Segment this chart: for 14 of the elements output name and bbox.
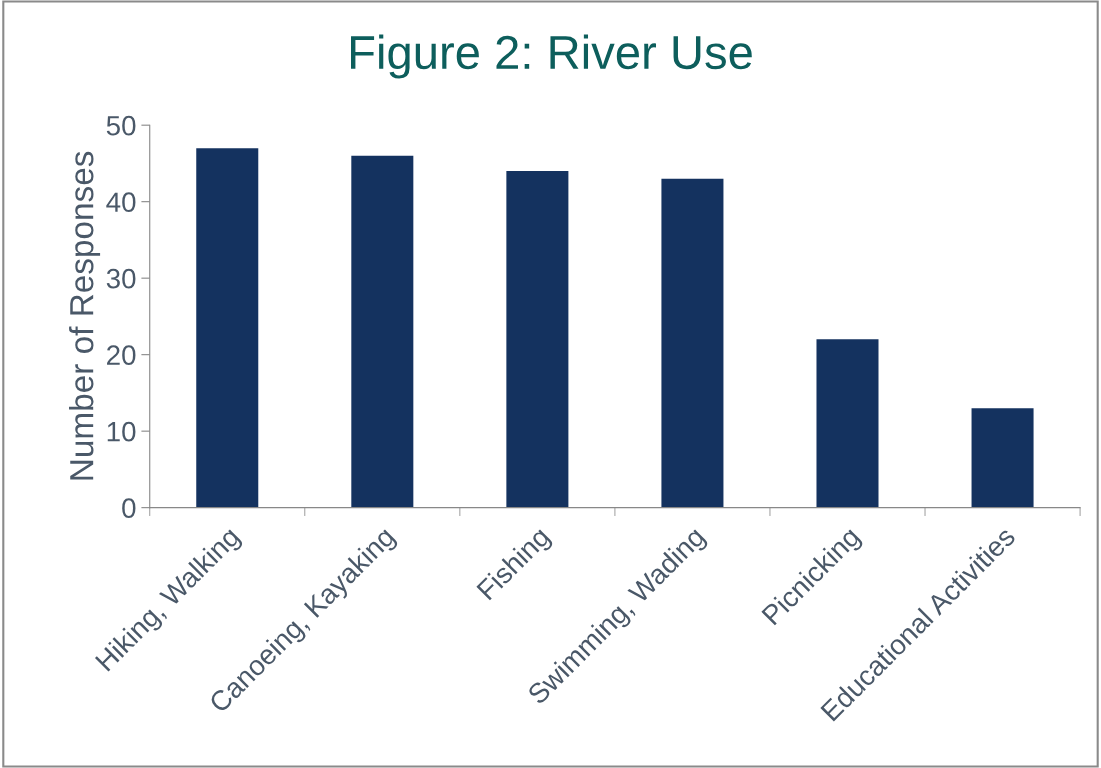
y-tick-label: 20 <box>107 345 136 365</box>
bar <box>661 178 724 508</box>
y-tick-label: 10 <box>107 421 136 442</box>
bar <box>196 148 259 508</box>
bar <box>506 171 569 508</box>
y-tick-label: 50 <box>106 115 136 136</box>
y-axis-title: Number of Responses <box>69 151 101 480</box>
y-tick-label: 30 <box>106 268 136 289</box>
bar <box>816 339 879 508</box>
y-tick-label: 40 <box>106 192 136 213</box>
y-tick-label: 0 <box>122 498 136 518</box>
bar <box>971 408 1034 508</box>
bar <box>351 155 414 508</box>
chart-title: Figure 2: River Use <box>351 34 752 79</box>
